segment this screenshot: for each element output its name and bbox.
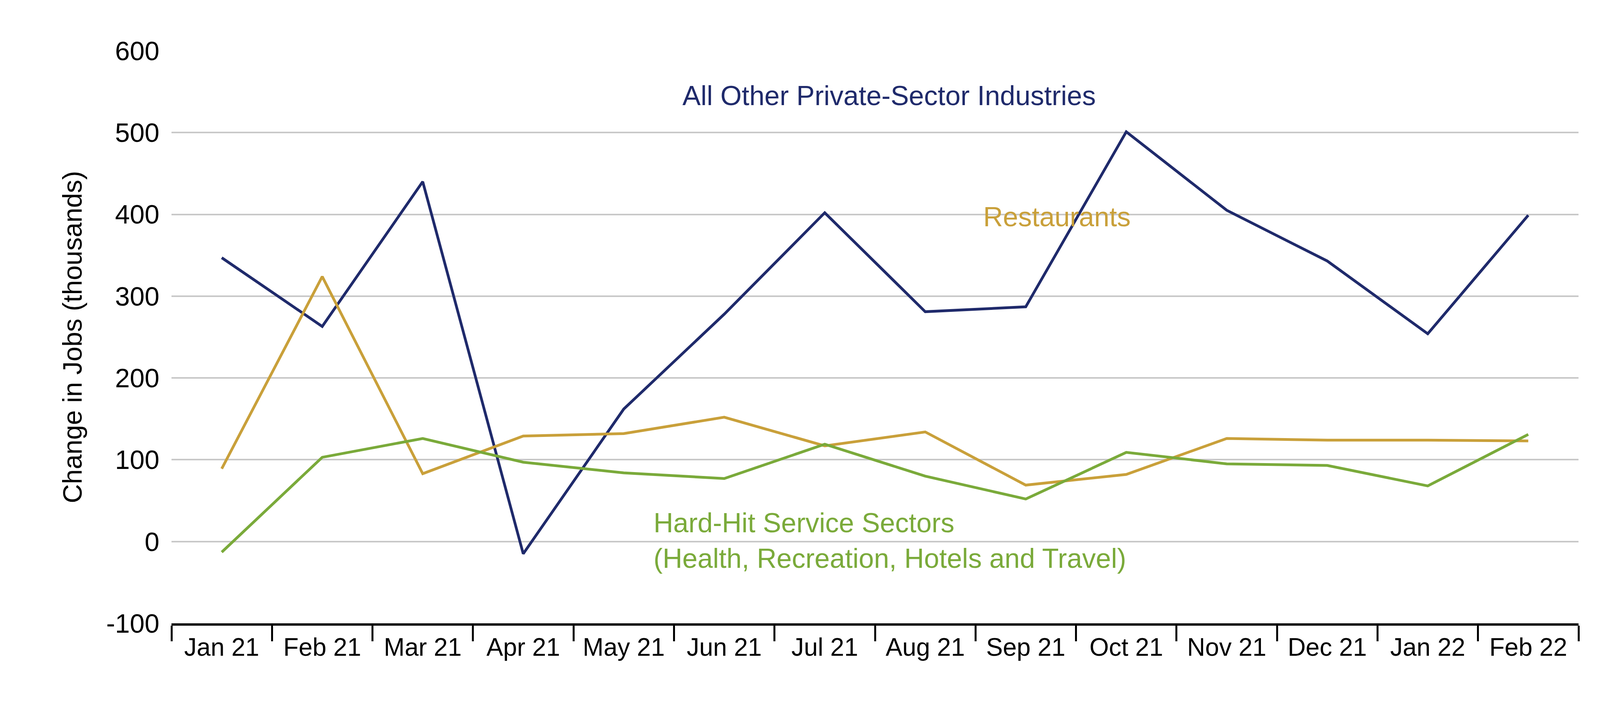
svg-text:Change in Jobs (thousands): Change in Jobs (thousands) [57,170,88,504]
svg-text:Feb 21: Feb 21 [283,632,361,661]
svg-text:Jan 21: Jan 21 [184,632,260,661]
svg-text:300: 300 [115,281,160,311]
svg-text:Jul 21: Jul 21 [791,632,859,661]
svg-text:0: 0 [144,526,160,557]
svg-text:Dec 21: Dec 21 [1287,632,1367,661]
svg-text:Oct 21: Oct 21 [1089,632,1164,661]
svg-text:600: 600 [115,35,160,66]
svg-text:All Other Private-Sector Indus: All Other Private-Sector Industries [682,80,1096,111]
svg-text:Restaurants: Restaurants [983,201,1131,233]
svg-text:Apr 21: Apr 21 [486,632,561,661]
svg-text:Jun 21: Jun 21 [686,632,762,661]
svg-text:Aug 21: Aug 21 [885,632,965,661]
svg-text:Jan 22: Jan 22 [1390,632,1466,661]
svg-text:Nov 21: Nov 21 [1187,632,1267,661]
svg-text:100: 100 [115,444,160,475]
svg-text:May 21: May 21 [582,632,665,661]
svg-text:Mar 21: Mar 21 [383,632,462,661]
svg-text:Hard-Hit Service Sectors(Healt: Hard-Hit Service Sectors(Health, Recreat… [653,507,1127,574]
svg-text:500: 500 [115,117,160,148]
svg-text:Feb 22: Feb 22 [1489,632,1568,661]
svg-text:400: 400 [115,199,160,229]
svg-text:200: 200 [115,362,160,393]
svg-text:-100: -100 [106,608,160,638]
svg-text:Sep 21: Sep 21 [986,632,1066,661]
